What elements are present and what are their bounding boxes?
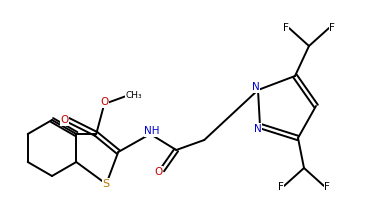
Text: F: F	[278, 182, 284, 192]
Text: F: F	[329, 23, 335, 33]
Text: O: O	[100, 97, 108, 107]
Text: S: S	[103, 179, 110, 189]
Text: O: O	[154, 167, 162, 177]
Text: N: N	[252, 82, 260, 92]
Text: N: N	[254, 124, 262, 134]
Text: NH: NH	[144, 126, 160, 136]
Text: F: F	[324, 182, 330, 192]
Text: F: F	[283, 23, 289, 33]
Text: CH₃: CH₃	[126, 92, 142, 100]
Text: O: O	[60, 115, 68, 125]
